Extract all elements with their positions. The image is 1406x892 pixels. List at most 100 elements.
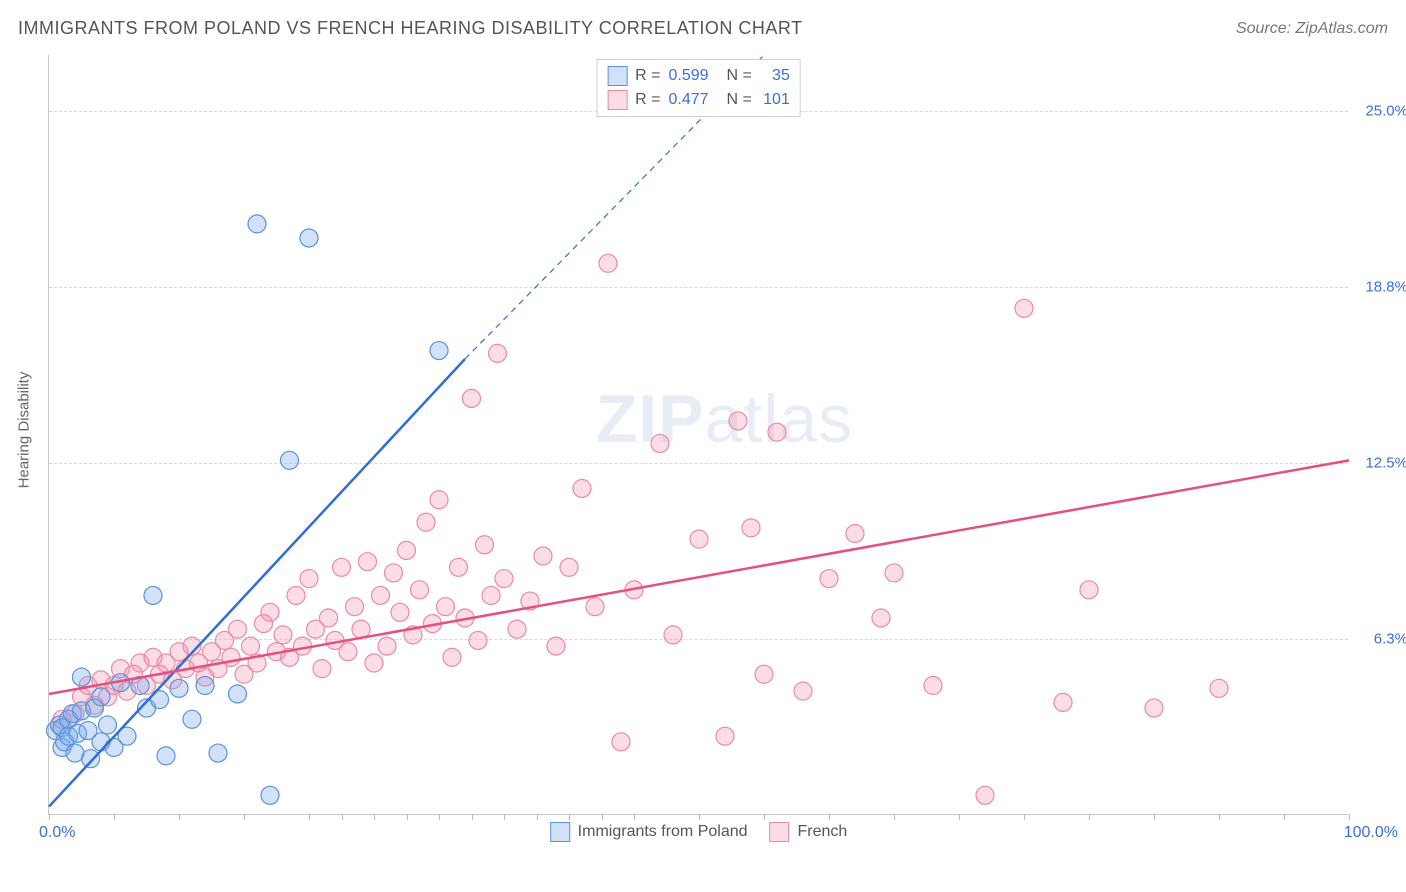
scatter-point-pink	[242, 637, 260, 655]
x-tick	[829, 814, 830, 820]
scatter-point-pink	[287, 586, 305, 604]
x-tick	[1024, 814, 1025, 820]
scatter-point-pink	[508, 620, 526, 638]
scatter-point-pink	[651, 434, 669, 452]
x-tick	[894, 814, 895, 820]
scatter-point-pink	[391, 603, 409, 621]
scatter-point-pink	[398, 541, 416, 559]
x-tick	[602, 814, 603, 820]
x-tick	[959, 814, 960, 820]
legend-series: Immigrants from Poland French	[550, 822, 848, 842]
legend-label-blue: Immigrants from Poland	[578, 823, 748, 841]
scatter-point-pink	[378, 637, 396, 655]
scatter-point-pink	[820, 570, 838, 588]
scatter-point-pink	[437, 598, 455, 616]
x-tick	[537, 814, 538, 820]
r-value-pink: 0.477	[669, 91, 719, 109]
scatter-point-pink	[313, 660, 331, 678]
x-tick	[179, 814, 180, 820]
x-tick	[504, 814, 505, 820]
x-tick	[407, 814, 408, 820]
scatter-point-pink	[885, 564, 903, 582]
scatter-point-pink	[320, 609, 338, 627]
scatter-point-pink	[560, 558, 578, 576]
chart-header: IMMIGRANTS FROM POLAND VS FRENCH HEARING…	[18, 18, 1388, 39]
scatter-point-pink	[846, 525, 864, 543]
y-axis-label: Hearing Disability	[16, 372, 33, 489]
chart-title: IMMIGRANTS FROM POLAND VS FRENCH HEARING…	[18, 18, 803, 39]
scatter-point-pink	[476, 536, 494, 554]
scatter-point-pink	[365, 654, 383, 672]
legend-swatch-pink	[607, 90, 627, 110]
scatter-point-blue	[92, 688, 110, 706]
x-tick	[1154, 814, 1155, 820]
n-label: N =	[727, 67, 752, 85]
scatter-point-pink	[417, 513, 435, 531]
scatter-point-pink	[333, 558, 351, 576]
scatter-point-pink	[729, 412, 747, 430]
x-tick	[1284, 814, 1285, 820]
y-tick-label: 18.8%	[1353, 279, 1406, 296]
scatter-point-pink	[1080, 581, 1098, 599]
legend-swatch-pink	[770, 822, 790, 842]
r-label: R =	[635, 91, 660, 109]
y-tick-label: 6.3%	[1353, 631, 1406, 648]
chart-svg	[49, 55, 1348, 814]
x-tick	[699, 814, 700, 820]
scatter-point-pink	[359, 553, 377, 571]
scatter-point-pink	[599, 254, 617, 272]
n-value-blue: 35	[760, 67, 790, 85]
legend-item-blue: Immigrants from Poland	[550, 822, 748, 842]
n-value-pink: 101	[760, 91, 790, 109]
scatter-point-pink	[547, 637, 565, 655]
scatter-point-pink	[229, 620, 247, 638]
y-tick-label: 12.5%	[1353, 455, 1406, 472]
scatter-point-pink	[495, 570, 513, 588]
scatter-point-pink	[261, 603, 279, 621]
x-tick	[472, 814, 473, 820]
scatter-point-blue	[170, 679, 188, 697]
trend-line-blue	[49, 359, 465, 807]
legend-correlation: R = 0.599 N = 35 R = 0.477 N = 101	[596, 59, 801, 117]
scatter-point-blue	[183, 710, 201, 728]
r-label: R =	[635, 67, 660, 85]
scatter-point-pink	[489, 344, 507, 362]
scatter-point-pink	[534, 547, 552, 565]
plot-area: ZIPatlas 6.3%12.5%18.8%25.0% 0.0% 100.0%…	[48, 55, 1348, 815]
scatter-point-pink	[450, 558, 468, 576]
n-label: N =	[727, 91, 752, 109]
scatter-point-pink	[222, 648, 240, 666]
scatter-point-pink	[612, 733, 630, 751]
scatter-point-pink	[482, 586, 500, 604]
scatter-point-blue	[300, 229, 318, 247]
scatter-point-pink	[755, 665, 773, 683]
scatter-point-pink	[872, 609, 890, 627]
x-tick	[1219, 814, 1220, 820]
legend-item-pink: French	[770, 822, 848, 842]
x-tick	[764, 814, 765, 820]
scatter-point-pink	[1210, 679, 1228, 697]
scatter-point-blue	[73, 668, 91, 686]
x-tick	[634, 814, 635, 820]
scatter-point-pink	[664, 626, 682, 644]
scatter-point-blue	[144, 586, 162, 604]
scatter-point-blue	[430, 342, 448, 360]
scatter-point-pink	[1145, 699, 1163, 717]
scatter-point-blue	[281, 451, 299, 469]
scatter-point-pink	[300, 570, 318, 588]
scatter-point-blue	[157, 747, 175, 765]
legend-row-blue: R = 0.599 N = 35	[607, 64, 790, 88]
scatter-point-pink	[768, 423, 786, 441]
scatter-point-pink	[1054, 693, 1072, 711]
x-tick	[114, 814, 115, 820]
legend-row-pink: R = 0.477 N = 101	[607, 88, 790, 112]
scatter-point-pink	[339, 643, 357, 661]
legend-label-pink: French	[798, 823, 848, 841]
x-axis-label-right: 100.0%	[1344, 824, 1398, 842]
x-tick	[244, 814, 245, 820]
x-tick	[1349, 814, 1350, 820]
scatter-point-pink	[586, 598, 604, 616]
scatter-point-blue	[209, 744, 227, 762]
scatter-point-pink	[742, 519, 760, 537]
x-tick	[439, 814, 440, 820]
